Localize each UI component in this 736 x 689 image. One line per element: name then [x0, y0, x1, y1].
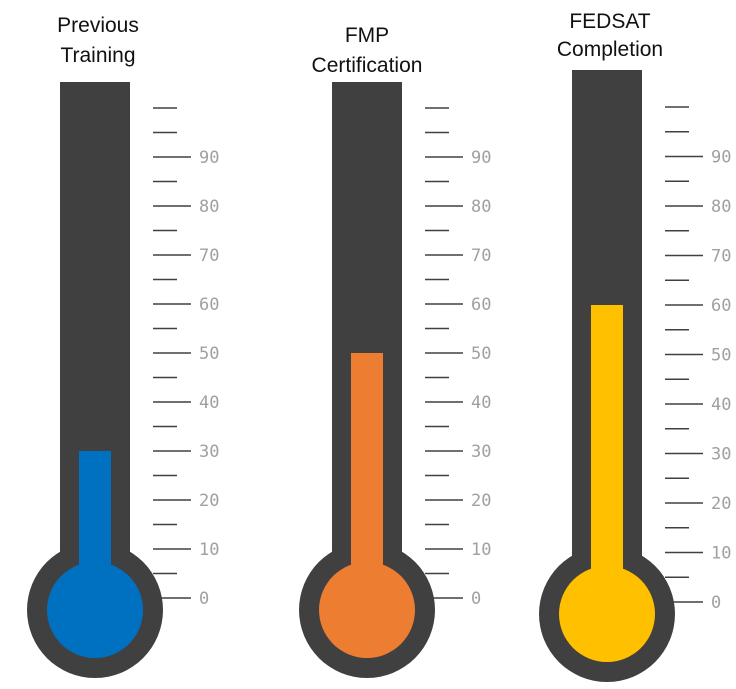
tick-label: 60 [711, 296, 731, 316]
tick-label: 20 [711, 494, 731, 514]
thermometer-bulb-fill [319, 562, 415, 658]
tick-label: 90 [711, 148, 731, 168]
thermometer-2: FMP Certification 0 10 20 30 40 50 60 70 80 90 [299, 24, 491, 678]
thermometer-title-line: Completion [557, 38, 663, 61]
thermometer-title-line: Previous [57, 14, 139, 37]
tick-label: 80 [199, 197, 219, 217]
thermometer-title-line: Certification [312, 54, 423, 77]
tick-label: 40 [199, 393, 219, 413]
tick-label: 30 [471, 442, 491, 462]
tick-label: 0 [199, 589, 209, 609]
tick-label: 70 [711, 247, 731, 267]
tick-label: 80 [471, 197, 491, 217]
tick-label: 50 [711, 346, 731, 366]
tick-label: 0 [471, 589, 481, 609]
tick-label: 10 [199, 540, 219, 560]
tick-label: 30 [711, 445, 731, 465]
tick-label: 50 [199, 344, 219, 364]
tick-label: 0 [711, 593, 721, 613]
tick-label: 20 [471, 491, 491, 511]
tick-label: 60 [471, 295, 491, 315]
tick-label: 90 [199, 148, 219, 168]
thermometer-1: Previous Training 0 10 20 30 40 50 60 70 80 90 [27, 14, 219, 678]
tick-label: 70 [471, 246, 491, 266]
thermometer-fill [591, 305, 623, 614]
thermometer-title-line: FMP [345, 24, 389, 47]
tick-label: 20 [199, 491, 219, 511]
tick-label: 80 [711, 197, 731, 217]
tick-label: 50 [471, 344, 491, 364]
thermometer-bulb-fill [47, 562, 143, 658]
tick-label: 90 [471, 148, 491, 168]
tick-label: 40 [711, 395, 731, 415]
thermometer-title-line: FEDSAT [569, 10, 650, 33]
tick-label: 30 [199, 442, 219, 462]
tick-label: 60 [199, 295, 219, 315]
tick-label: 10 [471, 540, 491, 560]
thermometer-bulb-fill [559, 566, 655, 662]
thermometer-3: FEDSAT Completion 0 10 20 30 40 50 60 70 80 90 [539, 10, 731, 682]
tick-label: 40 [471, 393, 491, 413]
tick-label: 70 [199, 246, 219, 266]
tick-label: 10 [711, 544, 731, 564]
thermometer-title-line: Training [60, 44, 135, 67]
